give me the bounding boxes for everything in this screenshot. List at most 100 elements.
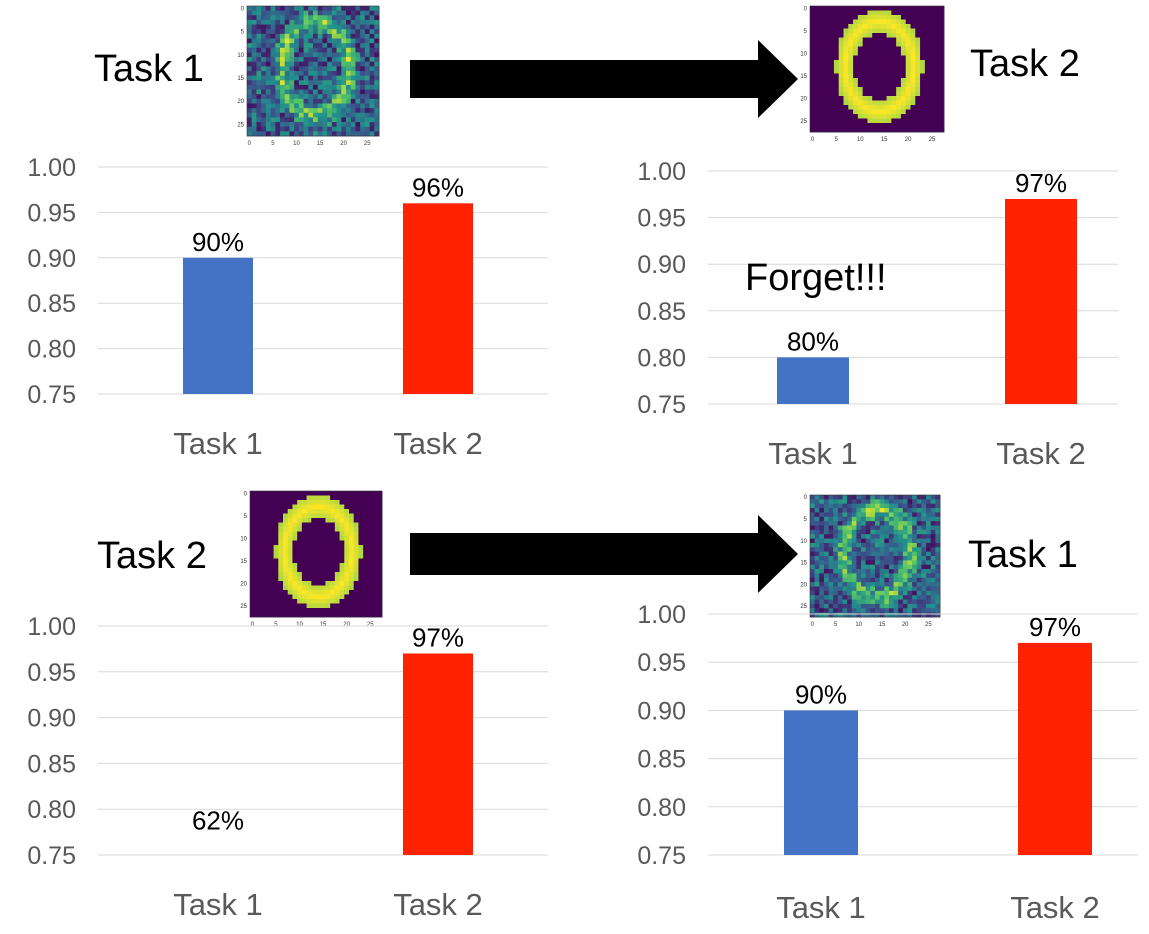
image-x-tick: 15 xyxy=(881,137,888,143)
image-x-tick: 20 xyxy=(902,622,909,628)
data-label: 62% xyxy=(192,806,244,836)
y-tick-label: 0.95 xyxy=(637,649,686,677)
bar-task-2 xyxy=(1018,642,1092,855)
bar-task-2 xyxy=(1005,198,1077,404)
image-y-tick: 0 xyxy=(804,495,808,501)
image-x-tick: 5 xyxy=(274,622,278,628)
y-tick-label: 1.00 xyxy=(637,158,686,186)
data-label: 80% xyxy=(787,326,839,356)
image-y-tick: 10 xyxy=(237,53,244,59)
image-y-tick: 20 xyxy=(237,99,244,105)
image-y-tick: 0 xyxy=(241,6,245,12)
y-tick-label: 0.80 xyxy=(27,336,76,364)
image-x-tick: 25 xyxy=(367,622,374,628)
image-y-tick: 20 xyxy=(800,96,807,102)
image-y-tick: 25 xyxy=(240,604,247,610)
image-x-tick: 15 xyxy=(320,622,327,628)
image-x-tick: 0 xyxy=(811,137,815,143)
image-x-tick: 25 xyxy=(364,141,371,147)
clean-digit-image: 0 5 10 15 20 25 0 5 10 15 20 25 xyxy=(240,490,383,628)
image-y-tick: 15 xyxy=(240,559,247,565)
image-x-tick: 10 xyxy=(296,622,303,628)
image-x-tick: 5 xyxy=(834,622,838,628)
task-label-bottom-right: Task 1 xyxy=(968,534,1078,576)
accuracy-bar-chart: 0.75 0.80 0.85 0.90 0.95 1.00 80% Task 1 97% Task… xyxy=(637,158,1118,471)
image-y-tick: 0 xyxy=(244,491,248,497)
x-category-label: Task 1 xyxy=(173,887,263,922)
image-x-tick: 25 xyxy=(925,622,932,628)
data-label: 96% xyxy=(412,172,464,202)
image-y-tick: 10 xyxy=(800,51,807,57)
y-tick-label: 0.75 xyxy=(637,391,686,419)
image-x-tick: 15 xyxy=(317,141,324,147)
data-label: 90% xyxy=(795,679,847,709)
image-x-tick: 10 xyxy=(855,622,862,628)
y-tick-label: 0.90 xyxy=(637,251,686,279)
data-label: 90% xyxy=(192,227,244,257)
image-y-tick: 25 xyxy=(800,119,807,125)
image-y-tick: 20 xyxy=(800,582,807,588)
image-frame xyxy=(809,5,945,133)
y-tick-label: 1.00 xyxy=(27,613,76,641)
noisy-digit-image: 0 5 10 15 20 25 0 5 10 15 20 25 xyxy=(237,5,380,147)
y-tick-label: 0.75 xyxy=(27,842,76,870)
right-arrow-icon xyxy=(410,40,798,118)
image-y-tick: 15 xyxy=(800,74,807,80)
y-tick-label: 0.95 xyxy=(27,659,76,687)
y-tick-label: 0.80 xyxy=(637,794,686,822)
image-y-tick: 5 xyxy=(804,517,808,523)
y-tick-label: 1.00 xyxy=(637,601,686,629)
y-tick-label: 0.75 xyxy=(27,381,76,409)
image-x-tick: 5 xyxy=(835,137,839,143)
y-tick-label: 0.90 xyxy=(637,697,686,725)
x-category-label: Task 2 xyxy=(1010,890,1100,925)
accuracy-bar-chart: 0.75 0.80 0.85 0.90 0.95 1.00 90% Task 1 96% Task… xyxy=(27,154,548,461)
y-tick-label: 0.90 xyxy=(27,245,76,273)
y-tick-label: 0.80 xyxy=(637,344,686,372)
y-tick-label: 0.80 xyxy=(27,796,76,824)
image-frame xyxy=(809,494,941,618)
y-tick-label: 0.95 xyxy=(637,205,686,233)
accuracy-bar-chart: 0.75 0.80 0.85 0.90 0.95 1.00 62% Task 1 97% Task… xyxy=(27,613,548,922)
right-arrow-icon xyxy=(410,515,798,593)
image-y-tick: 5 xyxy=(241,30,245,36)
image-frame xyxy=(246,5,380,137)
task-label-top-right: Task 2 xyxy=(970,43,1080,85)
task-label-bottom-left: Task 2 xyxy=(97,535,207,577)
image-y-tick: 20 xyxy=(240,581,247,587)
data-label: 97% xyxy=(1029,612,1081,642)
image-x-tick: 10 xyxy=(293,141,300,147)
data-label: 97% xyxy=(412,622,464,652)
image-y-tick: 15 xyxy=(237,76,244,82)
image-x-tick: 15 xyxy=(879,622,886,628)
accuracy-bar-chart: 0.75 0.80 0.85 0.90 0.95 1.00 90% Task 1 97% Task… xyxy=(637,601,1138,925)
y-tick-label: 0.85 xyxy=(27,290,76,318)
image-y-tick: 0 xyxy=(804,6,808,12)
image-x-tick: 0 xyxy=(248,141,252,147)
clean-digit-image: 0 5 10 15 20 25 0 5 10 15 20 25 xyxy=(800,5,945,143)
image-x-tick: 10 xyxy=(857,137,864,143)
y-tick-label: 0.95 xyxy=(27,199,76,227)
image-y-tick: 25 xyxy=(237,122,244,128)
bar-task-1 xyxy=(777,357,849,404)
x-category-label: Task 1 xyxy=(173,426,263,461)
y-tick-label: 1.00 xyxy=(27,154,76,182)
image-y-tick: 5 xyxy=(244,514,248,520)
image-frame xyxy=(249,490,383,618)
task-label-top-left: Task 1 xyxy=(94,48,204,90)
image-x-tick: 0 xyxy=(251,622,255,628)
image-x-tick: 20 xyxy=(340,141,347,147)
x-category-label: Task 2 xyxy=(393,426,483,461)
image-y-tick: 15 xyxy=(800,561,807,567)
x-category-label: Task 1 xyxy=(776,890,866,925)
x-category-label: Task 2 xyxy=(393,887,483,922)
image-y-tick: 25 xyxy=(800,604,807,610)
image-x-tick: 20 xyxy=(905,137,912,143)
image-x-tick: 25 xyxy=(929,137,936,143)
image-y-tick: 10 xyxy=(240,536,247,542)
bar-task-2 xyxy=(403,653,473,855)
y-tick-label: 0.85 xyxy=(27,750,76,778)
bar-task-2 xyxy=(403,203,473,394)
bar-task-1 xyxy=(183,257,253,394)
